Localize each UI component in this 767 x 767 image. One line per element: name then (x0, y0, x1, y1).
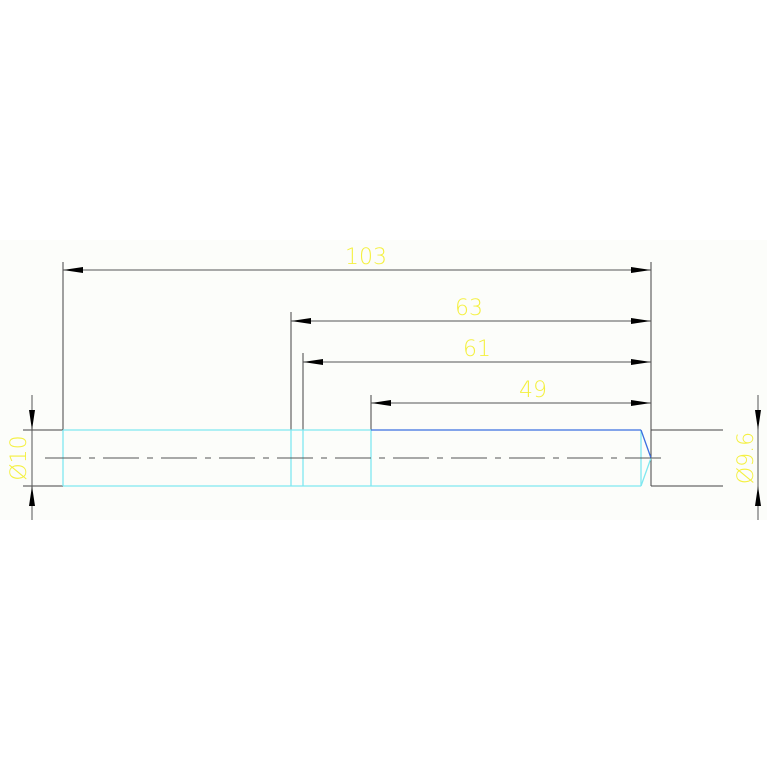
dim-text-63: 63 (455, 296, 483, 321)
dim-text-49: 49 (519, 378, 547, 403)
highlighted-edge (371, 429, 652, 459)
dim-text-diameter-right: Ø9.6 (734, 432, 759, 484)
dim-text-61: 61 (463, 337, 491, 362)
diameter-arrows (29, 410, 761, 506)
drawing-area (0, 240, 767, 520)
dim-text-diameter-left: Ø10 (7, 435, 32, 480)
dim-text-103: 103 (345, 245, 387, 270)
